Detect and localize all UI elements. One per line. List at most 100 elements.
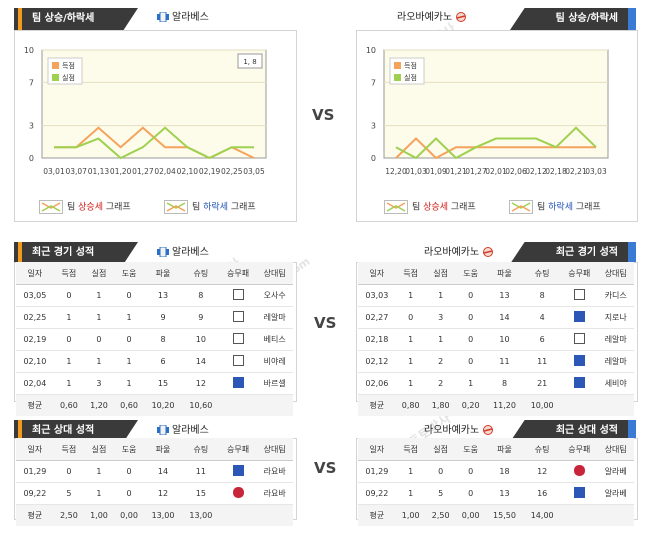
table-row: 01,29 1 0 0 18 12 알라베: [358, 460, 634, 483]
table-cell: 5: [425, 482, 456, 505]
trend-header-left: 팀 상승/하락세: [18, 8, 138, 30]
table-cell: 10: [181, 328, 220, 351]
series-line: [395, 137, 596, 160]
column-header: 슈팅: [181, 438, 220, 461]
table-cell: [219, 284, 257, 307]
y-tick-label: 10: [366, 46, 376, 55]
table-cell: 03,03: [358, 284, 396, 307]
result-badge-icon: [232, 311, 244, 322]
table-cell: 1: [83, 306, 115, 329]
table-cell: 평균: [358, 394, 396, 416]
table-cell: 라요바: [256, 460, 293, 483]
recent-table-right: 일자 득점 실점 도움 파울 슈팅 승무패 상대팀 03,03 1 1 0 13 8 카디스 02,27 0 3 0…: [358, 262, 634, 416]
table-cell: 1: [83, 350, 115, 373]
table-cell: 평균: [358, 504, 396, 526]
x-tick-label: 02,01: [485, 167, 507, 176]
column-header: 일자: [16, 438, 54, 461]
table-cell: 11: [485, 350, 524, 373]
table-cell: 0,20: [455, 394, 486, 416]
rise-legend: 팀 상승세 그래프: [39, 200, 131, 215]
section-edge: [14, 8, 18, 30]
table-header-row: 일자 득점 실점 도움 파울 슈팅 승무패 상대팀: [358, 262, 634, 285]
table-cell: 9: [181, 306, 220, 329]
table-cell: 1: [395, 350, 426, 373]
column-header: 득점: [395, 262, 426, 285]
column-header: 일자: [358, 438, 396, 461]
column-header: 파울: [144, 438, 182, 461]
table-cell: 11,20: [485, 394, 524, 416]
result-badge-icon: [573, 355, 585, 366]
table-cell: 0,00: [455, 504, 486, 526]
range-box: [237, 53, 263, 69]
table-cell: 15: [181, 482, 220, 505]
table-cell: 바르셀: [256, 372, 293, 395]
column-header: 실점: [83, 262, 115, 285]
table-cell: 01,29: [358, 460, 396, 483]
table-row: 02,12 1 2 0 11 11 레알마: [358, 350, 634, 373]
section-edge: [14, 420, 18, 442]
column-header: 상대팀: [597, 262, 634, 285]
trend-legend-right: 팀 상승세 그래프 팀 하락세 그래프: [356, 196, 636, 218]
table-cell: [219, 482, 257, 505]
table-cell: [597, 394, 634, 416]
result-badge-icon: [573, 377, 585, 388]
table-cell: 1: [83, 284, 115, 307]
result-badge-icon: [232, 289, 244, 300]
table-cell: 13,00: [144, 504, 182, 526]
x-tick-label: 02,19: [199, 167, 221, 176]
table-cell: 1: [83, 460, 115, 483]
table-cell: 2,50: [53, 504, 84, 526]
series-line: [395, 126, 597, 160]
y-tick-label: 3: [371, 122, 376, 131]
result-badge-icon: [573, 465, 585, 476]
section-edge: [632, 8, 636, 30]
y-tick-label: 0: [29, 154, 34, 163]
table-cell: 13: [144, 284, 182, 307]
table-cell: [597, 504, 634, 526]
table-cell: 8: [523, 284, 562, 307]
table-cell: 1,00: [395, 504, 426, 526]
vs-label: VS: [314, 314, 337, 332]
x-tick-label: 01,27: [465, 167, 487, 176]
y-tick-label: 10: [24, 46, 34, 55]
table-cell: 02,27: [358, 306, 396, 329]
x-tick-label: 02,21: [565, 167, 587, 176]
result-badge-icon: [232, 465, 244, 476]
table-cell: 1: [425, 284, 456, 307]
column-header: 상대팀: [256, 438, 293, 461]
table-cell: 13: [485, 284, 524, 307]
table-cell: 13: [485, 482, 524, 505]
legend-swatch: [394, 74, 401, 81]
table-cell: 02,25: [16, 306, 54, 329]
result-badge-icon: [573, 487, 585, 498]
table-cell: [561, 460, 598, 483]
table-cell: 14: [485, 306, 524, 329]
table-row: 02,06 1 2 1 8 21 세비야: [358, 372, 634, 395]
table-cell: 2,50: [425, 504, 456, 526]
table-cell: [219, 460, 257, 483]
table-cell: 10,20: [144, 394, 182, 416]
table-row: 02,18 1 1 0 10 6 레알마: [358, 328, 634, 351]
table-cell: 8: [485, 372, 524, 395]
team-logo-icon: [482, 247, 494, 257]
table-cell: 0,00: [114, 504, 145, 526]
result-badge-icon: [232, 377, 244, 388]
column-header: 승무패: [561, 438, 598, 461]
table-cell: [219, 504, 257, 526]
x-tick-label: 12,20: [385, 167, 407, 176]
table-cell: 0: [114, 482, 145, 505]
fall-legend: 팀 하락세 그래프: [509, 200, 601, 215]
x-tick-label: 01,13: [88, 167, 110, 176]
y-tick-label: 7: [371, 78, 376, 87]
table-cell: 0: [455, 350, 486, 373]
table-header-row: 일자 득점 실점 도움 파울 슈팅 승무패 상대팀: [16, 262, 293, 285]
recent-header-left: 최근 경기 성적: [18, 242, 138, 264]
table-row: 03,05 0 1 0 13 8 오사수: [16, 284, 293, 307]
table-cell: [561, 482, 598, 505]
table-cell: 1: [425, 328, 456, 351]
recent-table-left: 일자 득점 실점 도움 파울 슈팅 승무패 상대팀 03,05 0 1 0 13 8 오사수 02,25 1 1 1…: [16, 262, 293, 416]
table-cell: 세비야: [597, 372, 634, 395]
series-line: [54, 126, 254, 160]
table-row: 02,10 1 1 1 6 14 비야레: [16, 350, 293, 373]
column-header: 파울: [144, 262, 182, 285]
